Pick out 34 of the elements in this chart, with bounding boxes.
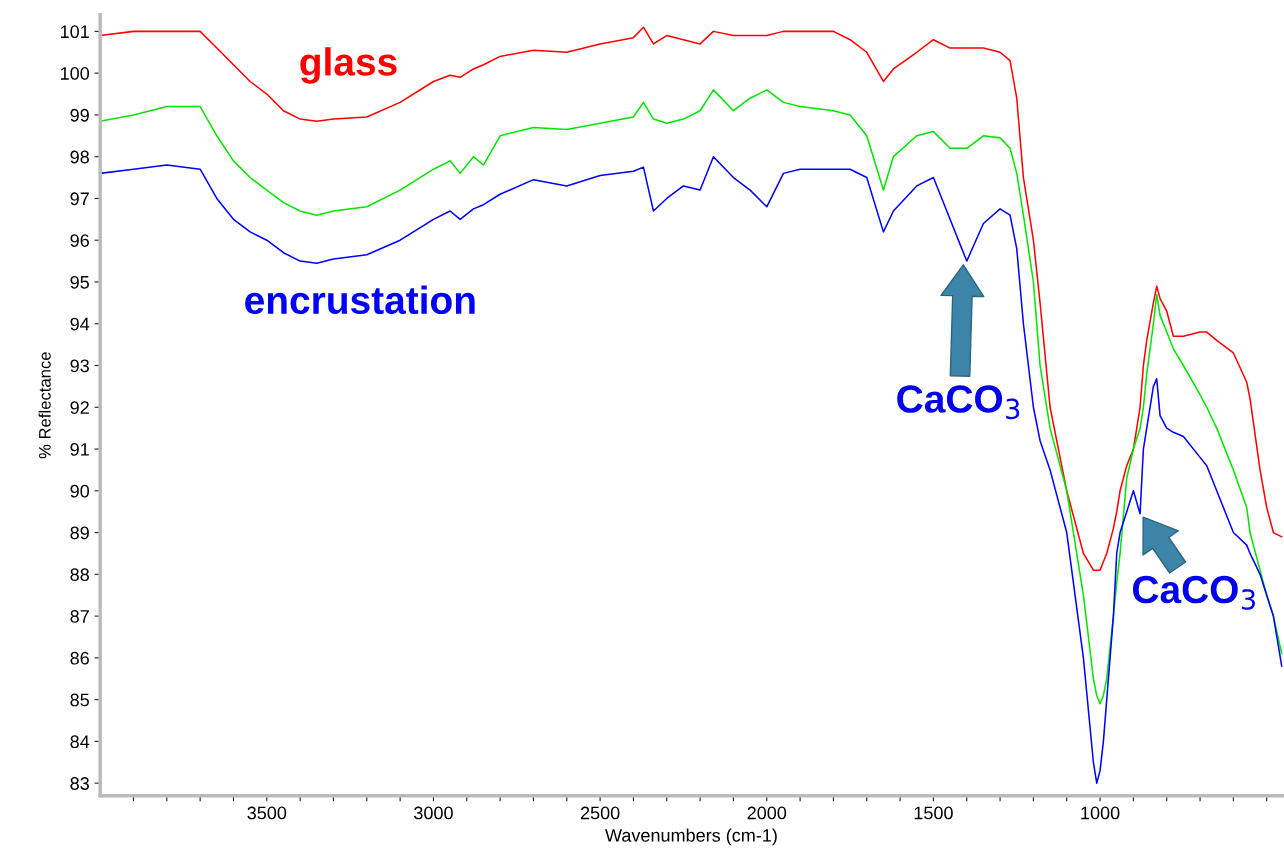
y-tick-label: 94: [70, 317, 90, 331]
y-tick-label: 89: [70, 526, 89, 540]
series-label: encrustation: [245, 285, 475, 315]
y-tick-label: 96: [70, 234, 89, 247]
y-tick-label: 83: [70, 777, 89, 790]
y-tick-label: 95: [70, 275, 89, 289]
y-tick-label: 98: [70, 150, 89, 164]
x-tick-label: 2000: [747, 806, 787, 820]
series-label: glass: [300, 47, 397, 84]
x-tick-label: 3000: [414, 806, 453, 820]
y-tick-label: 99: [70, 108, 89, 122]
y-tick-label: 91: [70, 442, 89, 456]
y-tick-label: 84: [70, 735, 90, 749]
y-tick-label: 93: [70, 359, 89, 373]
x-axis-title: Wavenumbers (cm-1): [605, 828, 777, 846]
y-tick-label: 86: [70, 651, 89, 665]
y-tick-label: 88: [70, 568, 89, 582]
y-tick-label: 92: [70, 401, 89, 414]
x-tick-label: 3500: [247, 806, 287, 820]
y-tick-label: 87: [70, 610, 89, 623]
y-tick-label: 85: [70, 693, 89, 707]
line-series: [100, 89, 1283, 705]
line-series: [100, 155, 1283, 784]
annotation: CaCO$_{3}$: [1132, 575, 1255, 610]
y-tick-label: 101: [60, 25, 89, 39]
x-tick-label: 1000: [1081, 806, 1120, 820]
y-axis-title: % Reflectance: [38, 352, 51, 459]
y-tick-label: 97: [70, 192, 89, 206]
y-tick-label: 90: [70, 484, 90, 498]
y-tick-label: 100: [60, 67, 90, 80]
x-tick-label: 1500: [914, 806, 953, 820]
x-tick-label: 2500: [580, 806, 620, 820]
line-series: [100, 26, 1283, 571]
annotation: CaCO$_{3}$: [897, 385, 1020, 420]
